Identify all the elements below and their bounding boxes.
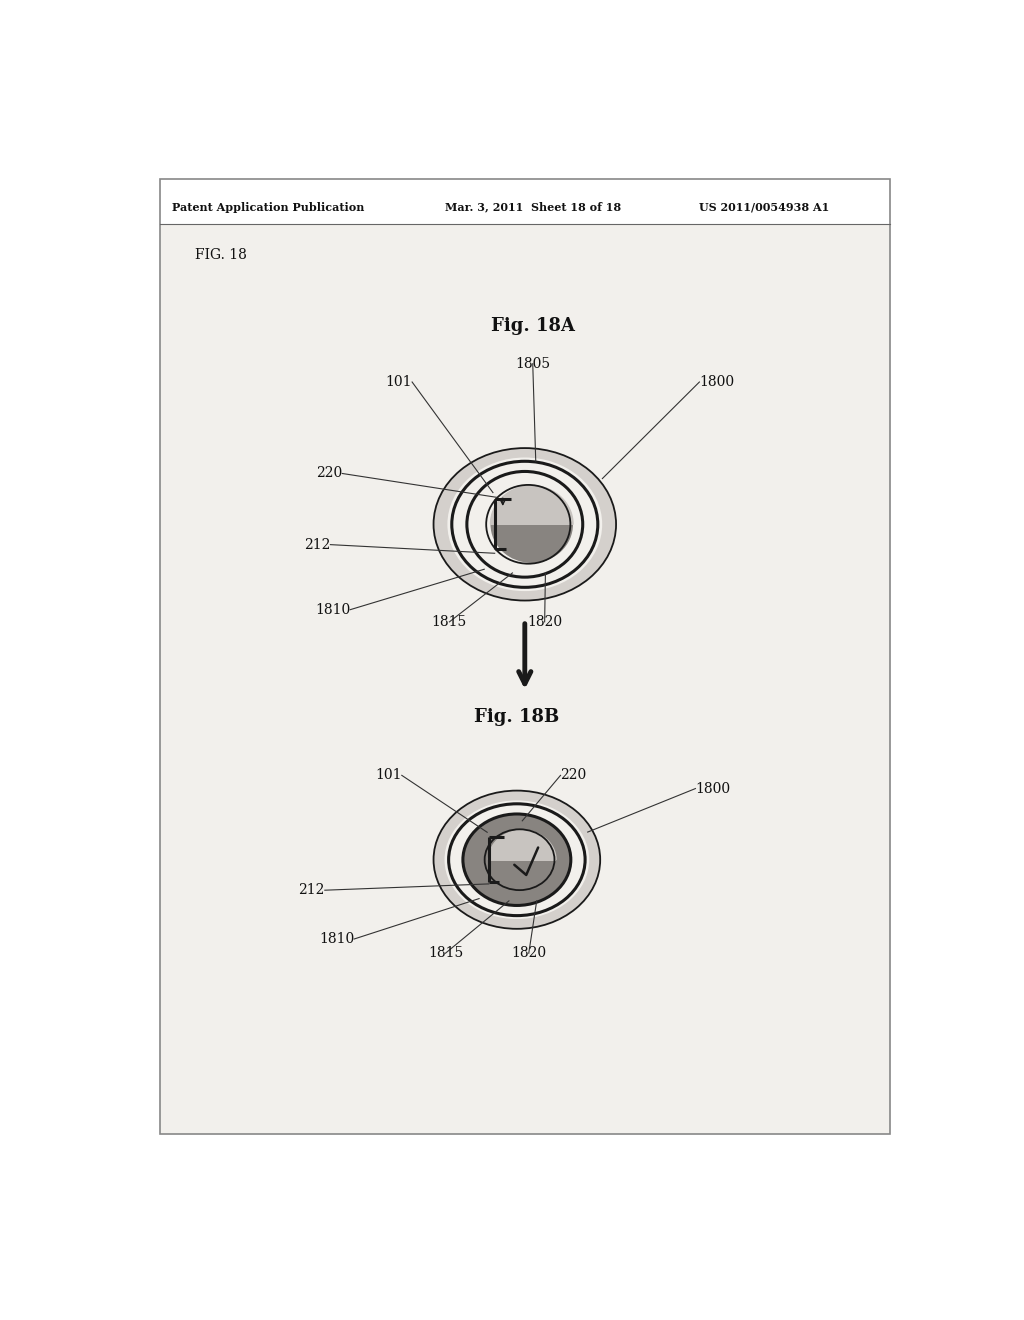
Text: 1805: 1805 xyxy=(515,356,550,371)
Text: Fig. 18A: Fig. 18A xyxy=(490,317,574,335)
Text: Mar. 3, 2011  Sheet 18 of 18: Mar. 3, 2011 Sheet 18 of 18 xyxy=(445,202,622,213)
Ellipse shape xyxy=(449,804,585,916)
Text: US 2011/0054938 A1: US 2011/0054938 A1 xyxy=(699,202,829,213)
Ellipse shape xyxy=(452,461,598,587)
Ellipse shape xyxy=(444,800,589,919)
Text: FIG. 18: FIG. 18 xyxy=(196,248,248,261)
Ellipse shape xyxy=(433,447,616,601)
Text: 1815: 1815 xyxy=(428,946,463,960)
Ellipse shape xyxy=(447,458,602,591)
Text: 212: 212 xyxy=(304,537,331,552)
Ellipse shape xyxy=(490,486,573,562)
Text: 101: 101 xyxy=(375,768,401,783)
Text: 1810: 1810 xyxy=(315,603,350,616)
Bar xyxy=(160,178,890,224)
Text: 1815: 1815 xyxy=(432,615,467,628)
Ellipse shape xyxy=(467,471,583,577)
Text: Fig. 18B: Fig. 18B xyxy=(474,709,559,726)
Polygon shape xyxy=(488,830,556,859)
Text: 1810: 1810 xyxy=(318,932,354,946)
Text: 1820: 1820 xyxy=(527,615,562,628)
Text: 1800: 1800 xyxy=(699,375,734,389)
Ellipse shape xyxy=(463,814,570,906)
Text: 101: 101 xyxy=(386,375,412,389)
Text: 1800: 1800 xyxy=(695,781,730,796)
Polygon shape xyxy=(490,486,573,524)
Text: 220: 220 xyxy=(560,768,587,783)
Text: Patent Application Publication: Patent Application Publication xyxy=(172,202,364,213)
Text: 212: 212 xyxy=(298,883,325,898)
Text: 220: 220 xyxy=(316,466,342,480)
Ellipse shape xyxy=(433,791,600,929)
Text: 1820: 1820 xyxy=(511,946,547,960)
